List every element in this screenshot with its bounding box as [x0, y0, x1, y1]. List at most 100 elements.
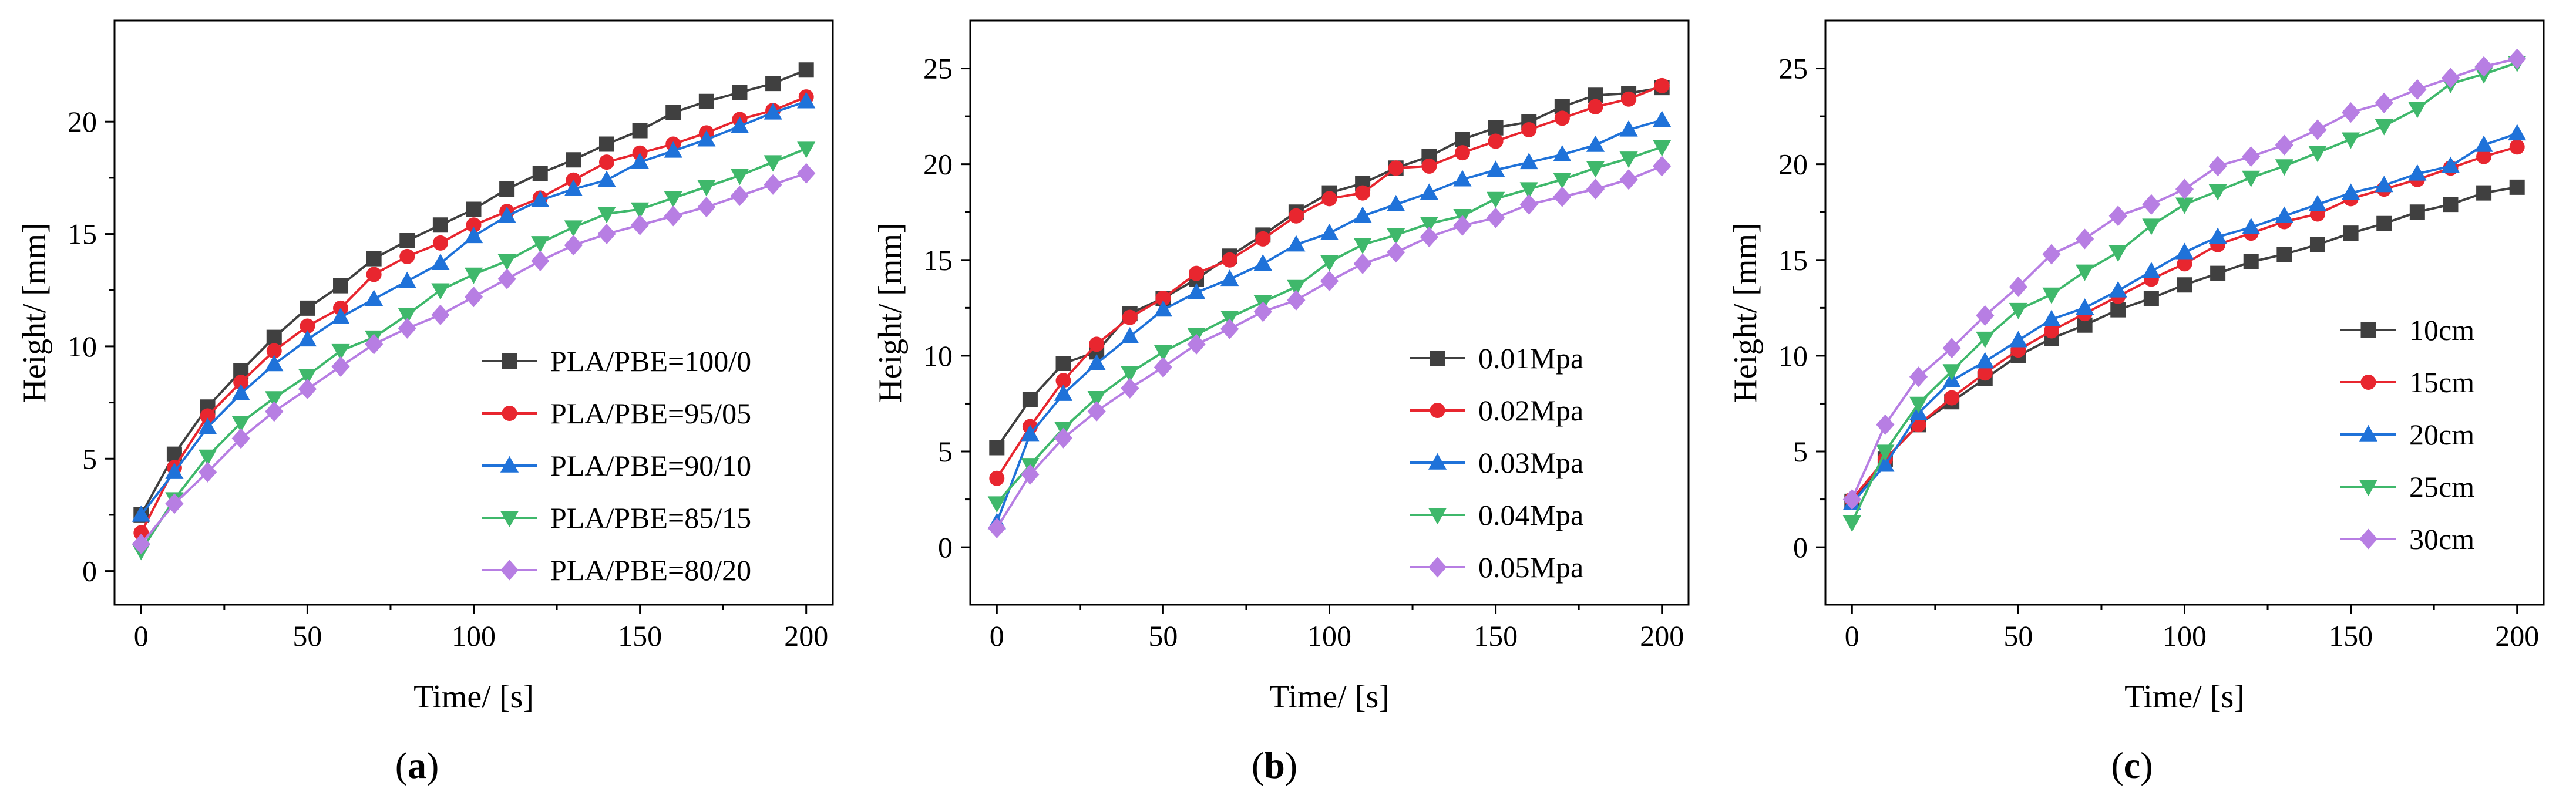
- data-point: [1976, 352, 1995, 369]
- data-point: [1876, 444, 1895, 461]
- data-point: [1487, 160, 1505, 177]
- data-point: [1421, 158, 1437, 174]
- legend-marker: [1428, 508, 1447, 525]
- data-point: [1320, 255, 1339, 272]
- data-point: [298, 379, 317, 400]
- data-point: [1944, 390, 1960, 406]
- data-point: [1054, 427, 1073, 449]
- data-point: [2076, 298, 2094, 315]
- data-point: [2408, 164, 2427, 181]
- data-point: [265, 391, 284, 408]
- data-point: [2142, 194, 2161, 215]
- data-point: [597, 224, 616, 245]
- data-point: [266, 329, 282, 345]
- data-point: [265, 355, 284, 372]
- y-tick-label: 0: [938, 531, 953, 564]
- data-point: [1387, 228, 1405, 245]
- x-tick-label: 100: [1307, 619, 1351, 652]
- data-point: [598, 154, 614, 170]
- x-tick-label: 50: [292, 619, 322, 652]
- data-point: [2474, 135, 2493, 152]
- x-tick-label: 150: [2329, 619, 2373, 652]
- data-point: [2342, 183, 2360, 200]
- y-tick-label: 15: [923, 244, 953, 277]
- data-point: [1519, 182, 1538, 199]
- data-point: [431, 254, 450, 271]
- data-point: [132, 505, 150, 522]
- y-tick-label: 10: [1778, 339, 1808, 372]
- panel-label: (c): [2111, 744, 2153, 786]
- legend-marker: [500, 456, 519, 473]
- legend-label: 0.03Mpa: [1478, 446, 1583, 479]
- data-point: [1654, 77, 1670, 93]
- legend-label: 0.04Mpa: [1478, 498, 1583, 531]
- x-tick-label: 200: [784, 619, 828, 652]
- series-line: [1851, 61, 2518, 523]
- legend-label: PLA/PBE=90/10: [550, 449, 751, 482]
- data-point: [1320, 223, 1339, 240]
- data-point: [300, 300, 315, 316]
- data-point: [1353, 237, 1372, 254]
- data-point: [398, 318, 416, 339]
- data-point: [2508, 124, 2527, 141]
- legend-marker: [2359, 480, 2378, 497]
- data-point: [399, 248, 415, 264]
- panel-label-close: ): [1285, 744, 1297, 786]
- y-tick-label: 20: [923, 148, 953, 181]
- x-tick-label: 100: [452, 619, 496, 652]
- data-point: [2177, 256, 2192, 272]
- data-point: [564, 220, 583, 237]
- data-point: [2275, 206, 2293, 223]
- data-point: [598, 136, 614, 152]
- data-point: [2309, 237, 2325, 252]
- data-point: [2509, 179, 2525, 195]
- data-point: [1976, 331, 1995, 348]
- data-point: [730, 169, 749, 186]
- panel-c: 0 50 100 150 200 0 5 10 15 20 25 Time/ [s] Height/ […: [1727, 19, 2545, 786]
- series-5: [1842, 48, 2527, 510]
- data-point: [1420, 183, 1438, 200]
- data-point: [1909, 396, 1928, 413]
- data-point: [1488, 133, 1504, 149]
- data-point: [233, 363, 249, 379]
- data-point: [366, 267, 382, 282]
- data-point: [1021, 424, 1040, 442]
- data-point: [765, 76, 781, 92]
- data-point: [564, 235, 583, 256]
- y-tick-label: 25: [923, 52, 953, 85]
- series-5: [132, 163, 816, 555]
- data-point: [133, 525, 149, 541]
- data-point: [165, 493, 184, 514]
- legend: 0.01Mpa 0.02Mpa 0.03Mpa 0.04Mpa 0.05Mpa: [1410, 342, 1583, 584]
- panel-label-letter: c: [2124, 744, 2140, 786]
- y-tick-label: 10: [923, 339, 953, 372]
- panel-label: (b): [1252, 744, 1297, 786]
- data-point: [2208, 184, 2227, 201]
- data-point: [2308, 146, 2327, 163]
- legend-label: PLA/PBE=100/0: [550, 345, 751, 378]
- data-point: [1588, 99, 1603, 114]
- data-point: [797, 92, 816, 109]
- data-point: [2175, 197, 2194, 214]
- legend-marker: [2359, 528, 2378, 550]
- x-tick-label: 150: [618, 619, 662, 652]
- data-point: [398, 271, 416, 288]
- data-point: [1089, 336, 1105, 352]
- legend-marker: [1430, 351, 1445, 366]
- data-point: [1521, 122, 1537, 137]
- series-1: [133, 62, 814, 523]
- data-point: [1055, 355, 1071, 371]
- data-point: [298, 368, 317, 385]
- legend: 10cm 15cm 20cm 25cm 30cm: [2340, 314, 2474, 555]
- data-point: [1487, 207, 1505, 228]
- data-point: [2308, 119, 2327, 140]
- data-point: [331, 343, 350, 360]
- y-tick-label: 15: [68, 218, 97, 251]
- data-point: [697, 130, 716, 147]
- data-point: [165, 462, 184, 479]
- data-point: [331, 307, 350, 324]
- panel-label: (a): [395, 744, 439, 786]
- data-point: [1488, 120, 1504, 136]
- data-point: [1220, 318, 1239, 339]
- data-point: [632, 123, 648, 139]
